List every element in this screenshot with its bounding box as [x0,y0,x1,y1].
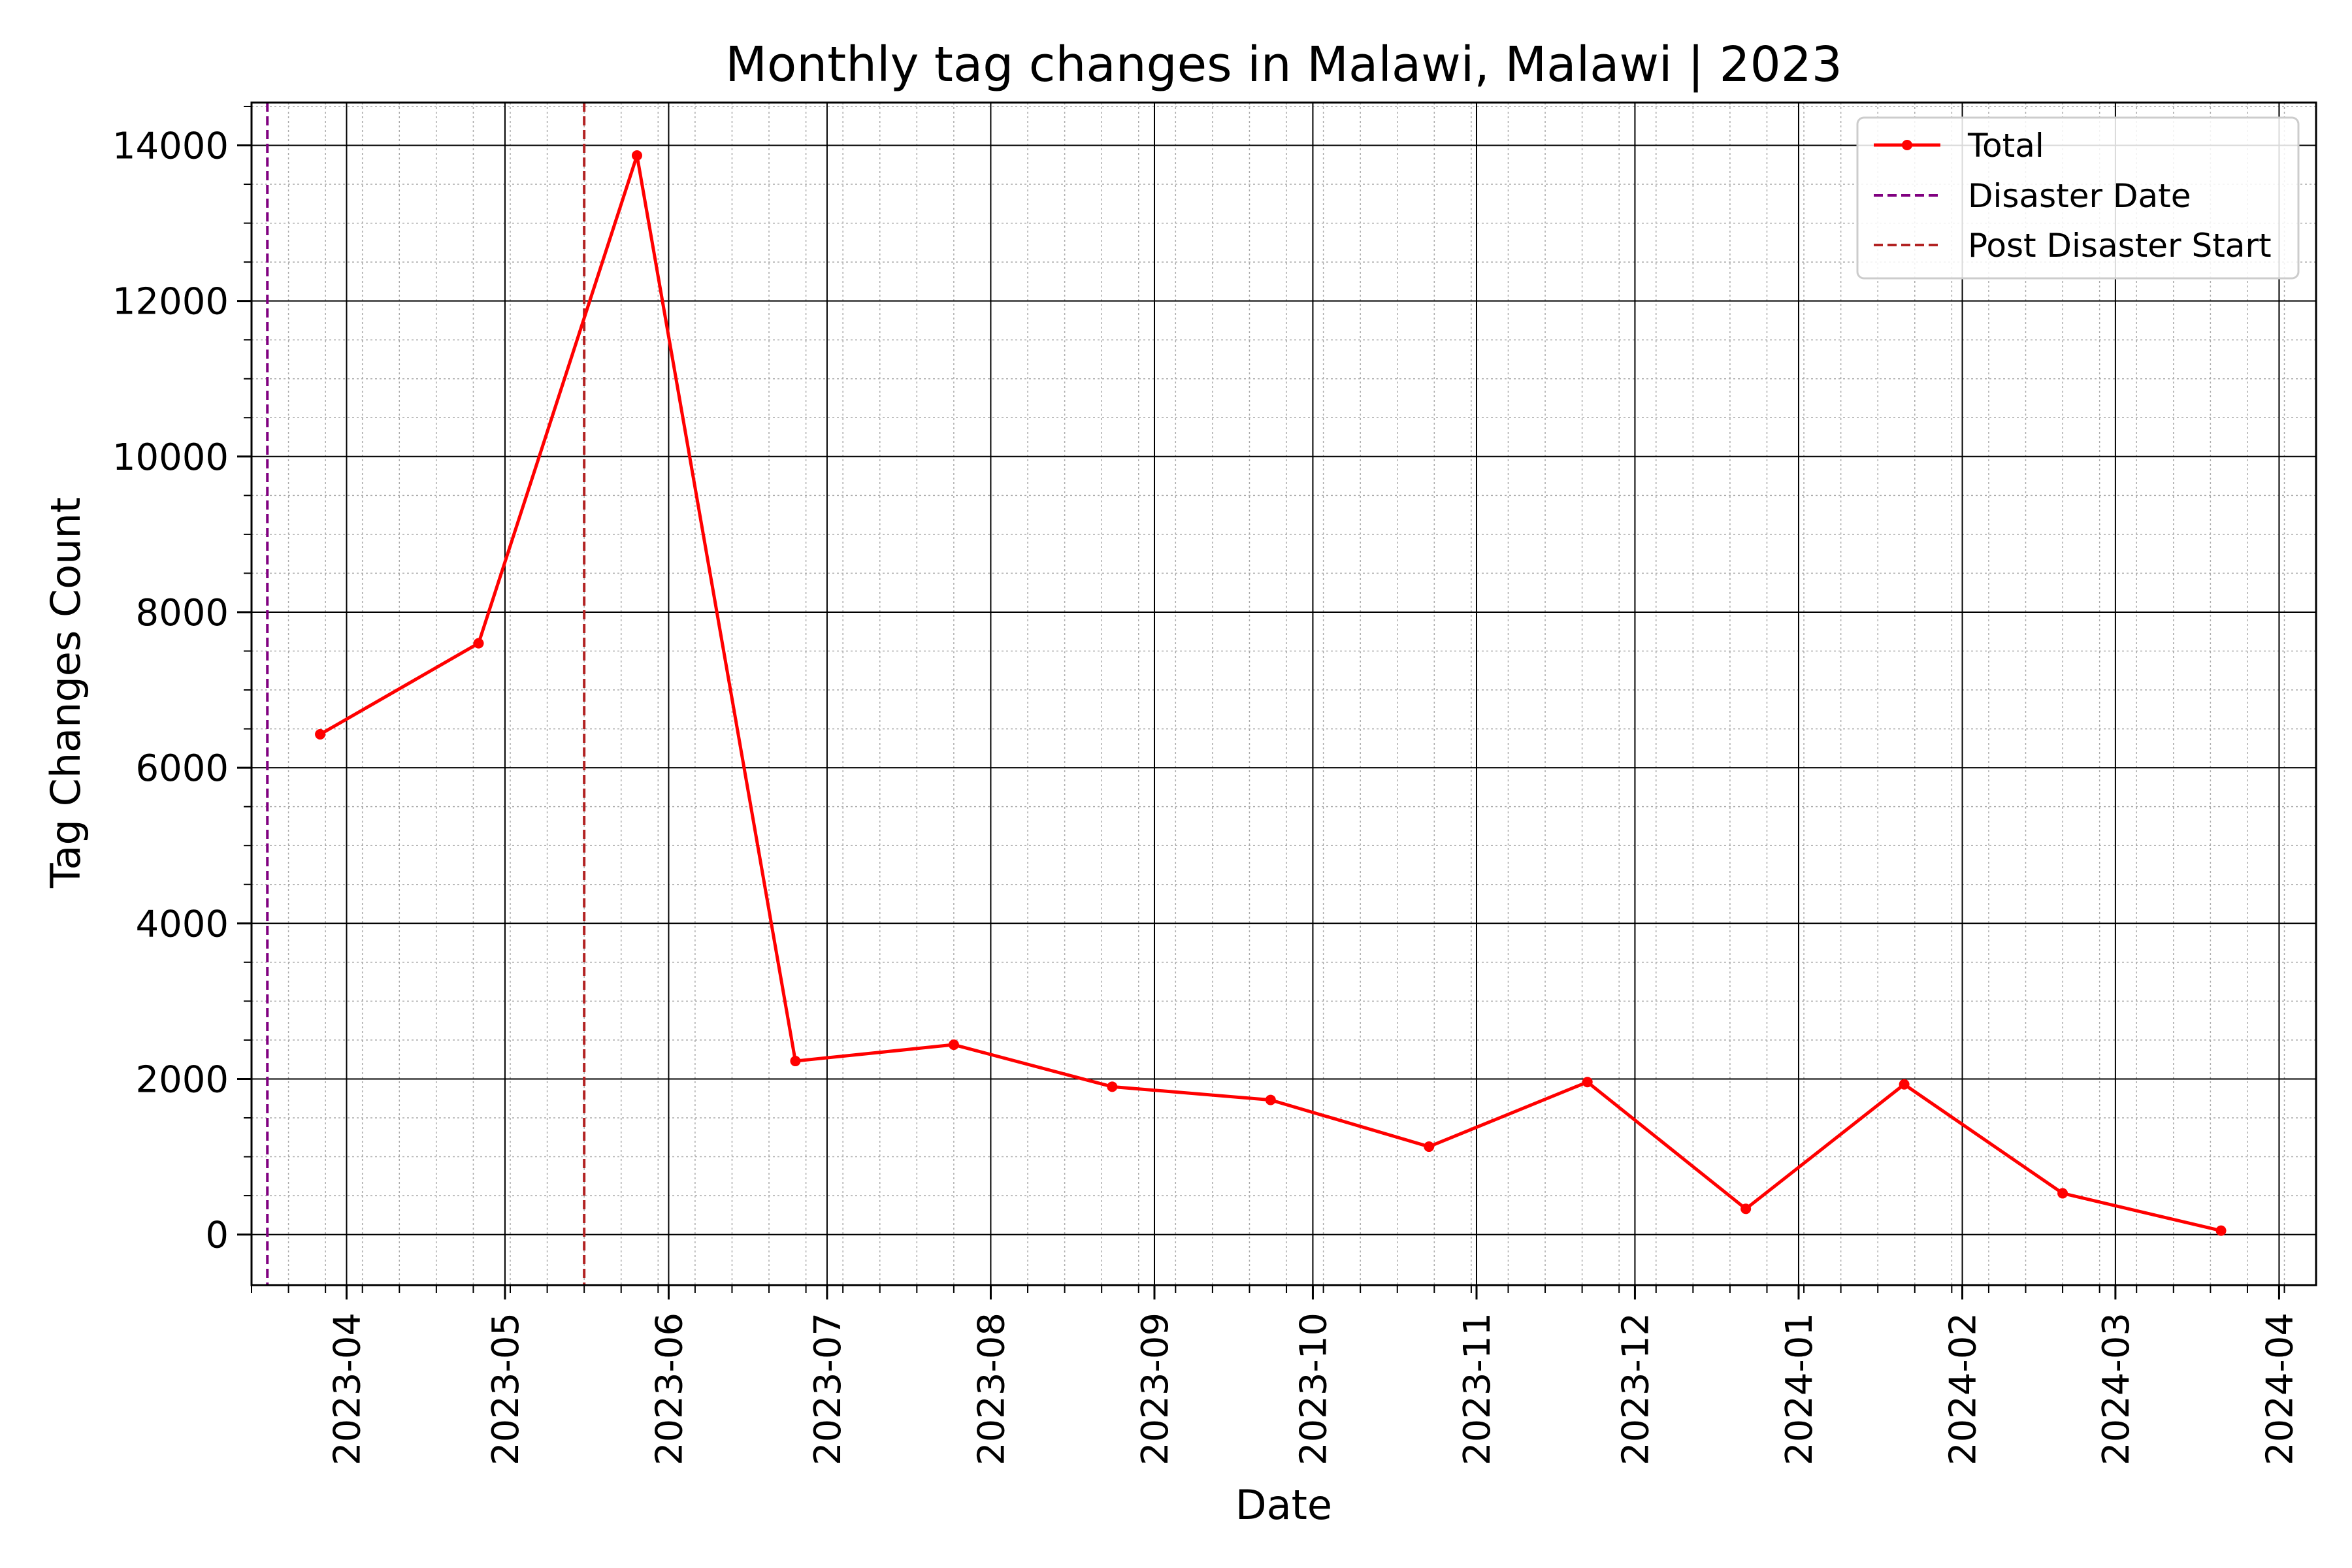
chart-title: Monthly tag changes in Malawi, Malawi | … [725,37,1842,93]
data-point [1424,1141,1435,1152]
x-tick-label: 2023-09 [1134,1313,1177,1465]
y-tick-label: 4000 [135,903,229,945]
data-point [1582,1077,1593,1088]
data-point [790,1056,801,1067]
data-point [1899,1079,1910,1090]
data-point [1740,1203,1752,1215]
y-tick-label: 2000 [135,1058,229,1101]
y-axis-label: Tag Changes Count [42,497,90,889]
minor-grid [251,103,2316,1285]
x-tick-label: 2023-04 [326,1313,368,1465]
x-tick-label: 2023-10 [1292,1313,1335,1465]
y-tick-label: 10000 [112,436,229,479]
x-tick-label: 2023-06 [648,1313,691,1465]
y-tick-label: 12000 [112,281,229,323]
data-point [631,150,642,161]
legend-box [1856,116,2300,280]
legend-marker-total [1902,140,1912,150]
y-tick-labels: 0 2000 4000 6000 8000 10000 12000 14000 [112,125,229,1256]
x-axis-label: Date [1235,1481,1332,1529]
y-tick-label: 6000 [135,747,229,790]
x-tick-label: 2023-05 [485,1313,527,1465]
x-tick-label: 2023-12 [1614,1313,1657,1465]
data-point [2215,1225,2227,1236]
reference-lines [266,103,586,1285]
series-layer [315,150,2227,1236]
y-tick-label: 0 [205,1215,229,1257]
legend-label-disaster-date: Disaster Date [1968,177,2191,215]
x-tick-label: 2024-04 [2259,1313,2301,1465]
y-tick-label: 8000 [135,592,229,634]
x-tick-label: 2023-07 [807,1313,849,1465]
axis-ticks [237,105,2285,1299]
legend-label-total: Total [1967,127,2044,165]
major-grid [252,103,2316,1285]
y-tick-label: 14000 [112,125,229,167]
legend: Total Disaster Date Post Disaster Start [1856,116,2300,280]
x-tick-label: 2024-03 [2095,1313,2138,1465]
x-tick-label: 2024-01 [1778,1313,1821,1465]
data-point [948,1039,959,1051]
data-point [1265,1094,1276,1105]
data-point [473,638,484,649]
x-tick-label: 2023-11 [1456,1313,1499,1465]
x-tick-label: 2023-08 [970,1313,1013,1465]
legend-label-post-disaster-start: Post Disaster Start [1968,227,2272,265]
data-point [1107,1081,1118,1092]
plot-frame [250,101,2317,1286]
data-point [315,728,326,740]
x-tick-labels: 2023-04 2023-05 2023-06 2023-07 2023-08 2023-… [326,1313,2301,1465]
x-tick-label: 2024-02 [1942,1313,1985,1465]
data-point [2057,1188,2068,1199]
